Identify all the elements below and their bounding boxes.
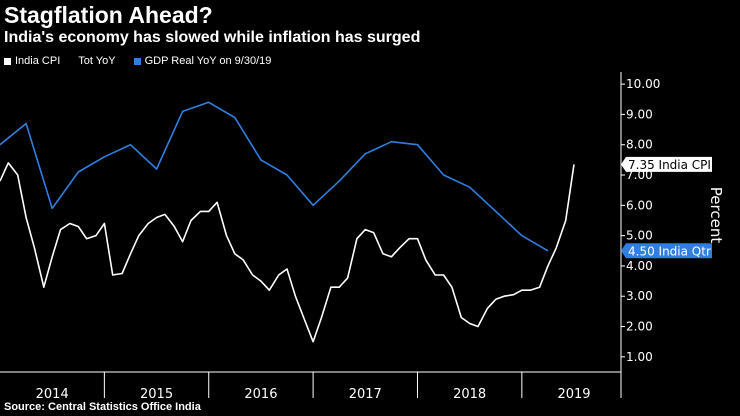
x-tick-label: 2019	[557, 387, 590, 402]
x-tick-label: 2018	[453, 387, 486, 402]
gdp-end-label: 4.50 India Qtr	[621, 243, 712, 259]
end-labels: 7.35 India CPI 4.50 India Qtr	[621, 156, 712, 259]
legend-swatch-cpi	[4, 57, 11, 65]
series-lines	[0, 101, 575, 343]
legend-label-cpi: India CPI	[15, 55, 61, 67]
legend-label-gdp: GDP Real YoY on 9/30/19	[144, 55, 272, 67]
legend-label-tot-yoy: Tot YoY	[78, 55, 116, 67]
legend-swatch-gdp	[133, 57, 141, 65]
legend-item-cpi: India CPI	[4, 55, 60, 67]
gdp-end-label-text: 4.50 India Qtr	[628, 244, 711, 258]
x-tick-label: 2014	[36, 387, 69, 402]
y-tick-label: 5.00	[626, 229, 653, 243]
chart-source: Source: Central Statistics Office India	[4, 401, 201, 413]
y-tick-label: 6.00	[626, 198, 653, 212]
y-tick-label: 4.00	[626, 259, 653, 273]
chart-legend: India CPI Tot YoY GDP Real YoY on 9/30/1…	[4, 55, 289, 67]
y-tick-label: 2.00	[626, 320, 653, 334]
x-tick-label: 2016	[244, 387, 277, 402]
cpi-end-label: 7.35 India CPI	[621, 156, 712, 172]
y-tick-label: 1.00	[626, 350, 653, 364]
cpi-end-label-text: 7.35 India CPI	[628, 158, 711, 172]
gdp-line	[0, 101, 549, 252]
x-axis: 2014 2015 2016 2017 2018 2019	[0, 371, 621, 402]
gdp-end-label-box	[621, 243, 712, 259]
cpi-line	[0, 162, 575, 343]
y-tick-label: 10.00	[626, 77, 660, 91]
y-axis-title: Percent	[707, 187, 725, 244]
chart-title: Stagflation Ahead?	[4, 2, 213, 28]
chart-subtitle: India's economy has slowed while inflati…	[4, 29, 421, 46]
y-tick-label: 3.00	[626, 289, 653, 303]
legend-item-tot-yoy: Tot YoY	[78, 55, 115, 67]
y-tick-label: 8.00	[626, 138, 653, 152]
legend-item-gdp: GDP Real YoY on 9/30/19	[133, 55, 272, 67]
cpi-end-label-box	[621, 156, 712, 172]
x-tick-label: 2017	[349, 387, 382, 402]
y-axis: 1.002.003.004.005.006.007.008.009.0010.0…	[620, 72, 725, 398]
y-tick-label: 9.00	[626, 107, 653, 121]
x-tick-label: 2015	[140, 387, 173, 402]
